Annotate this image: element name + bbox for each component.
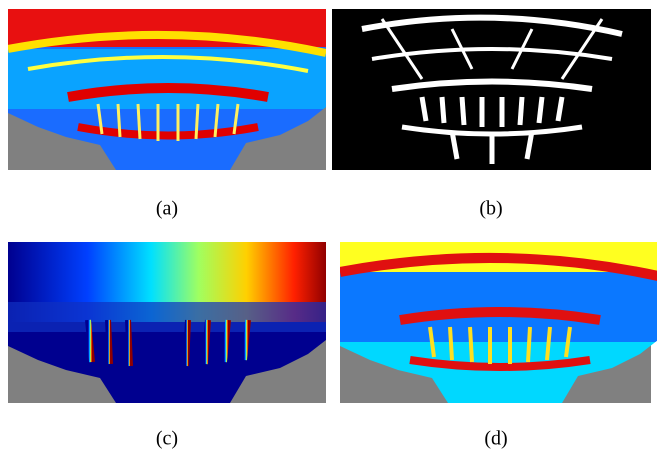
panel-c <box>8 242 326 403</box>
page: {"figure": {"captions": ["(a)", "(b)", "… <box>0 0 657 452</box>
caption: (c) <box>156 428 178 450</box>
panel-a <box>8 9 326 170</box>
caption: (d) <box>484 428 507 450</box>
figure: (a) (b) <box>0 0 657 452</box>
panel-d <box>340 242 657 403</box>
panel-b <box>332 9 651 170</box>
caption: (b) <box>479 198 502 220</box>
caption: (a) <box>156 198 178 220</box>
